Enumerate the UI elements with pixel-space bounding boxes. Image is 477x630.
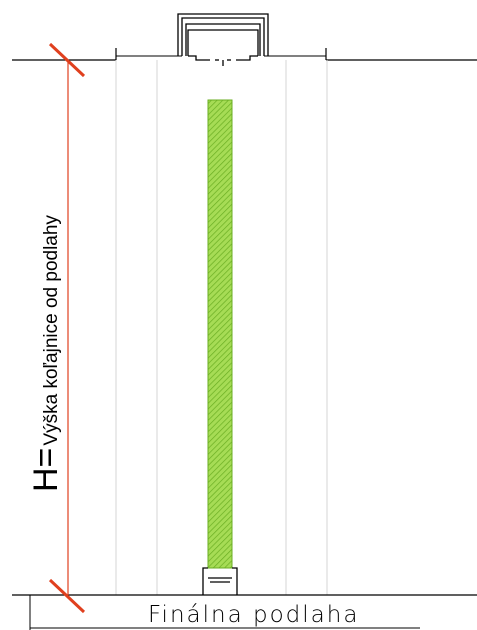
dimension-line <box>48 42 86 614</box>
glass-panel <box>207 99 233 569</box>
top-rail-profile <box>177 13 269 66</box>
dimension-tick-top <box>48 42 86 78</box>
dimension-label: H=Výška koľajnice od podlahy <box>27 215 65 492</box>
dimension-tick-bottom <box>48 578 86 614</box>
dimension-symbol: H= <box>27 448 65 492</box>
floor-label: Finálna podlaha <box>148 602 359 628</box>
floor-line <box>12 594 477 630</box>
bottom-guide <box>202 567 238 595</box>
door-panel-right <box>285 60 328 595</box>
ceiling-line <box>12 48 477 61</box>
door-panel-left <box>115 60 158 595</box>
dimension-text: Výška koľajnice od podlahy <box>41 215 62 446</box>
